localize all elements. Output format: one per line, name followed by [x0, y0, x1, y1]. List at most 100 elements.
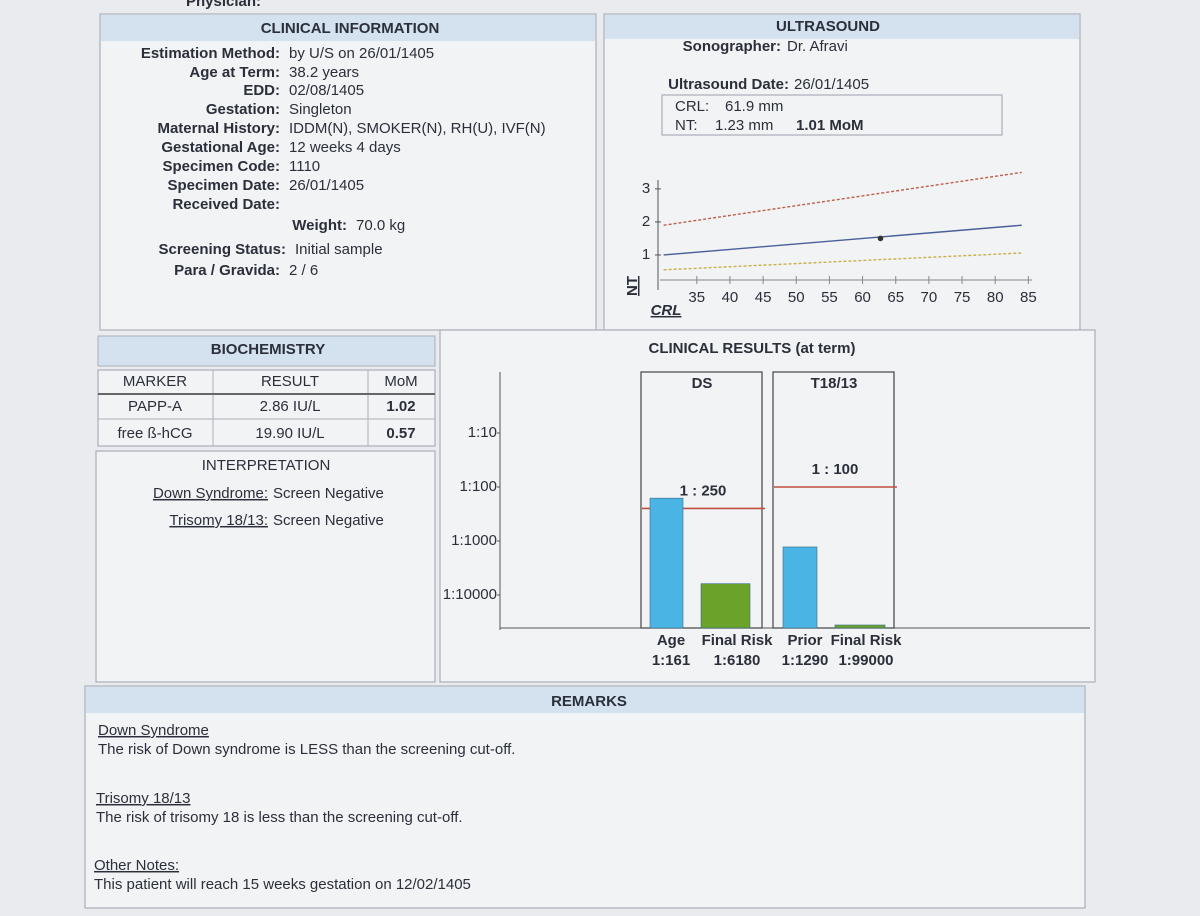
table-cell: free ß-hCG	[117, 425, 192, 442]
table-header: MoM	[384, 373, 417, 390]
field-value: 26/01/1405	[289, 177, 364, 194]
remark-text: The risk of Down syndrome is LESS than t…	[98, 741, 515, 758]
remarks-header	[86, 687, 1084, 713]
field-label: Age at Term:	[189, 64, 280, 81]
cutoff-label: 1 : 250	[680, 482, 727, 499]
biochemistry-header	[97, 335, 436, 367]
panel-title: T18/13	[811, 375, 858, 392]
bar-value: 1:1290	[782, 652, 829, 669]
ultrasound-header	[605, 15, 1079, 39]
biochemistry-table	[97, 369, 436, 447]
bar-label: Prior	[787, 632, 822, 649]
remark-text: The risk of trisomy 18 is less than the …	[96, 809, 463, 826]
y-tick-label: 1:1000	[451, 532, 497, 549]
bar-label: Final Risk	[702, 632, 774, 649]
axis-label: NT	[624, 276, 641, 296]
field-label: Estimation Method:	[141, 45, 280, 62]
field-label: Specimen Date:	[167, 177, 280, 194]
measurement-box	[661, 94, 1003, 136]
field-label: Received Date:	[172, 196, 280, 213]
x-tick-label: 75	[954, 289, 971, 306]
field-label: Gestational Age:	[161, 139, 280, 156]
y-tick-label: 3	[642, 180, 650, 197]
ultrasound-box	[603, 13, 1081, 331]
remarks-box	[84, 685, 1086, 909]
y-tick-label: 1:10	[468, 424, 497, 441]
x-tick-label: 40	[722, 289, 739, 306]
bar-value: 1:161	[652, 652, 690, 669]
section-title: REMARKS	[551, 693, 627, 710]
panel-title: DS	[692, 375, 713, 392]
field-value: 61.9 mm	[725, 98, 783, 115]
table-header: MARKER	[123, 373, 187, 390]
field-value: IDDM(N), SMOKER(N), RH(U), IVF(N)	[289, 120, 546, 137]
y-tick-label: 1:10000	[443, 586, 497, 603]
field-value: 1.23 mm	[715, 117, 773, 134]
interpretation-value: Screen Negative	[273, 512, 384, 529]
field-label: Screening Status:	[158, 241, 286, 258]
axis-label: CRL	[651, 302, 682, 319]
field-label: Maternal History:	[157, 120, 280, 137]
reference-line	[663, 171, 1022, 226]
field-value: 02/08/1405	[289, 82, 364, 99]
field-label: Ultrasound Date:	[668, 76, 789, 93]
field-value: Dr. Afravi	[787, 38, 848, 55]
field-value: 2 / 6	[289, 262, 318, 279]
risk-panel	[772, 371, 895, 629]
field-value: 70.0 kg	[356, 217, 405, 234]
table-cell: PAPP-A	[128, 398, 182, 415]
clinical-info-header	[101, 15, 595, 41]
field-value: by U/S on 26/01/1405	[289, 45, 434, 62]
y-tick-label: 1:100	[459, 478, 497, 495]
interpretation-label: Down Syndrome:	[153, 485, 268, 502]
x-tick-label: 55	[821, 289, 838, 306]
field-value: 12 weeks 4 days	[289, 139, 401, 156]
cutoff-label: 1 : 100	[812, 461, 859, 478]
table-cell: 1.02	[386, 398, 415, 415]
field-label: Weight:	[292, 217, 347, 234]
y-tick-label: 1	[642, 246, 650, 263]
field-label: CRL:	[675, 98, 709, 115]
table-header: RESULT	[261, 373, 319, 390]
clinical-info-box	[99, 13, 597, 331]
nt-point	[877, 235, 884, 242]
field-label: NT:	[675, 117, 698, 134]
bar-value: 1:6180	[714, 652, 761, 669]
x-tick-label: 70	[921, 289, 938, 306]
table-cell: 19.90 IU/L	[255, 425, 324, 442]
section-title: INTERPRETATION	[202, 457, 331, 474]
x-tick-label: 50	[788, 289, 805, 306]
interpretation-label: Trisomy 18/13:	[169, 512, 268, 529]
remark-heading: Other Notes:	[94, 857, 179, 874]
risk-bar	[700, 583, 751, 629]
table-cell: 2.86 IU/L	[260, 398, 321, 415]
field-label: Para / Gravida:	[174, 262, 280, 279]
interpretation-box	[95, 450, 436, 683]
y-tick-label: 2	[642, 213, 650, 230]
bar-label: Age	[657, 632, 685, 649]
field-value: 1110	[289, 158, 320, 175]
section-title: ULTRASOUND	[776, 18, 880, 35]
risk-bar	[834, 624, 886, 629]
field-label: EDD:	[243, 82, 280, 99]
x-tick-label: 35	[688, 289, 705, 306]
field-value: Initial sample	[295, 241, 383, 258]
bar-label: Final Risk	[831, 632, 903, 649]
remark-text: This patient will reach 15 weeks gestati…	[94, 876, 471, 893]
x-tick-label: 60	[854, 289, 871, 306]
x-tick-label: 85	[1020, 289, 1037, 306]
remark-heading: Down Syndrome	[98, 722, 209, 739]
clinical-results-box	[439, 329, 1096, 683]
bar-value: 1:99000	[838, 652, 893, 669]
section-title: CLINICAL RESULTS (at term)	[649, 340, 856, 357]
remark-heading: Trisomy 18/13	[96, 790, 190, 807]
reference-line	[663, 224, 1022, 256]
section-title: BIOCHEMISTRY	[211, 341, 325, 358]
field-label: Gestation:	[206, 101, 280, 118]
risk-bar	[649, 497, 684, 629]
x-tick-label: 65	[887, 289, 904, 306]
risk-bar	[782, 546, 818, 629]
physician-label: Physician:	[186, 0, 261, 10]
table-cell: 0.57	[386, 425, 415, 442]
